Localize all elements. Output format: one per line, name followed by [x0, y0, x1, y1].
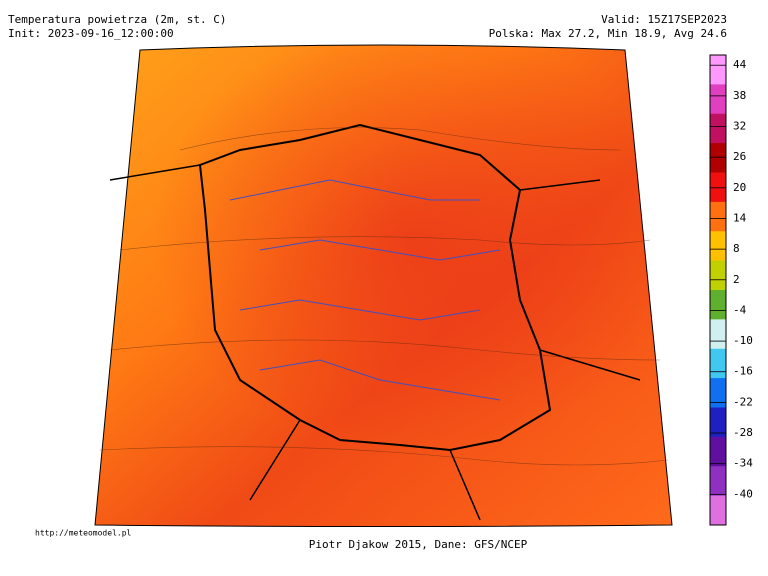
colorbar-band — [710, 113, 726, 144]
colorbar-band — [710, 143, 726, 173]
colorbar-band — [710, 201, 726, 232]
colorbar-tick-label: 44 — [733, 58, 747, 71]
colorbar-band — [710, 378, 726, 408]
colorbar-tick-label: 26 — [733, 150, 746, 163]
colorbar-band — [710, 466, 726, 497]
colorbar-band — [710, 55, 726, 85]
colorbar-tick-label: -34 — [733, 457, 753, 470]
map-title: Temperatura powietrza (2m, st. C) — [8, 13, 227, 26]
isotherms — [99, 127, 669, 466]
colorbar-tick-label: 32 — [733, 120, 746, 133]
colorbar-tick-label: -10 — [733, 334, 753, 347]
colorbar-band — [710, 436, 726, 467]
colorbar-tick-label: 14 — [733, 211, 747, 224]
colorbar-band — [710, 231, 726, 262]
colorbar-tick-label: -4 — [733, 303, 747, 316]
colorbar-band — [710, 290, 726, 320]
colorbar-tick-label: 8 — [733, 242, 740, 255]
colorbar-tick-label: -40 — [733, 487, 753, 500]
colorbar-band — [710, 495, 726, 526]
neighbor-borders — [109, 164, 641, 521]
stats: Polska: Max 27.2, Min 18.9, Avg 24.6 — [489, 27, 727, 40]
colorbar-band — [710, 260, 726, 291]
colorbar-tick-label: 2 — [733, 273, 740, 286]
colorbar-band — [710, 84, 726, 115]
colorbar-band — [710, 319, 726, 350]
credit: Piotr Djakow 2015, Dane: GFS/NCEP — [309, 538, 528, 551]
init-time: Init: 2023-09-16_12:00:00 — [8, 27, 174, 40]
country-border — [198, 123, 552, 452]
map — [94, 44, 673, 527]
colorbar-tick-label: -16 — [733, 365, 753, 378]
colorbar-tick-label: -28 — [733, 426, 753, 439]
valid-time: Valid: 15Z17SEP2023 — [601, 13, 727, 26]
hot-area — [95, 45, 672, 527]
colorbar-band — [710, 348, 726, 379]
colorbar-tick-label: 20 — [733, 181, 746, 194]
source-url: http://meteomodel.pl — [35, 529, 132, 538]
colorbar-tick-label: 38 — [733, 89, 746, 102]
colorbar-band — [710, 407, 726, 438]
colorbar: 44 38 32 26 20 14 8 2 -4 -10 -16 -22 -28 -34 -40 — [709, 54, 753, 526]
colorbar-tick-label: -22 — [733, 395, 753, 408]
region-borders — [229, 179, 501, 401]
colorbar-frame — [709, 54, 727, 526]
